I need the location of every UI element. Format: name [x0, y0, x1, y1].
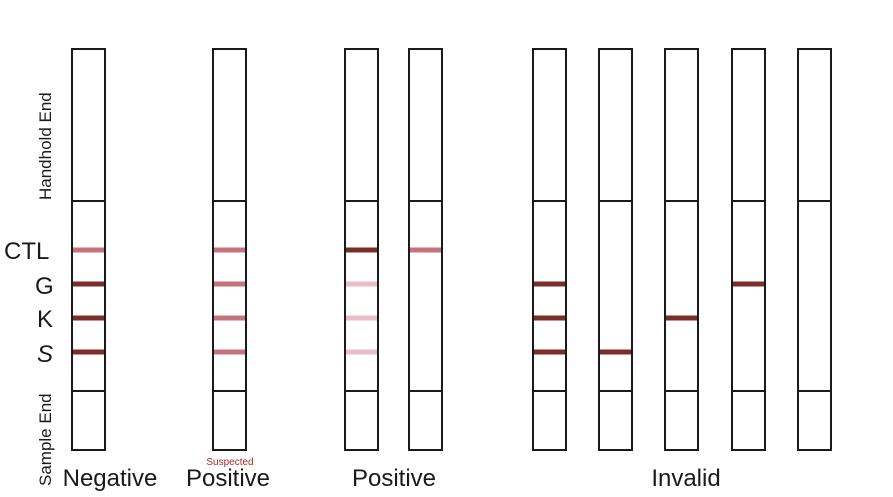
band-g — [733, 281, 764, 287]
strip-outline — [797, 48, 832, 451]
test-strip — [797, 48, 832, 451]
test-strip — [532, 48, 567, 451]
group-label-invalid: Invalid — [651, 465, 720, 492]
label-s: S — [37, 341, 53, 368]
group-label-suspected-positive: Positive — [186, 465, 270, 492]
band-k — [534, 315, 565, 321]
band-k — [346, 315, 377, 321]
band-g — [534, 281, 565, 287]
strip-outline — [598, 48, 633, 451]
band-g — [73, 281, 104, 287]
test-strip — [71, 48, 106, 451]
label-ctl: CTL — [4, 238, 49, 265]
test-strip — [212, 48, 247, 451]
band-s — [214, 349, 245, 355]
strip-outline — [532, 48, 567, 451]
band-s — [534, 349, 565, 355]
strip-outline — [731, 48, 766, 451]
label-g: G — [35, 273, 54, 300]
group-label-positive: Positive — [352, 465, 436, 492]
label-k: K — [37, 306, 53, 333]
sample-end-label: Sample End — [36, 393, 55, 486]
band-ctl — [346, 247, 377, 253]
band-s — [600, 349, 631, 355]
band-ctl — [214, 247, 245, 253]
band-s — [73, 349, 104, 355]
band-k — [666, 315, 697, 321]
band-g — [214, 281, 245, 287]
group-label-negative: Negative — [63, 465, 158, 492]
band-s — [346, 349, 377, 355]
test-strip — [408, 48, 443, 451]
test-strip — [664, 48, 699, 451]
test-strip — [344, 48, 379, 451]
band-ctl — [73, 247, 104, 253]
band-ctl — [410, 247, 441, 253]
test-strip — [731, 48, 766, 451]
test-strips — [71, 48, 832, 451]
handhold-end-label: Handhold End — [36, 92, 55, 200]
strip-outline — [664, 48, 699, 451]
test-strip — [598, 48, 633, 451]
band-g — [346, 281, 377, 287]
band-k — [73, 315, 104, 321]
suspected-note: Suspected — [206, 457, 253, 468]
band-k — [214, 315, 245, 321]
